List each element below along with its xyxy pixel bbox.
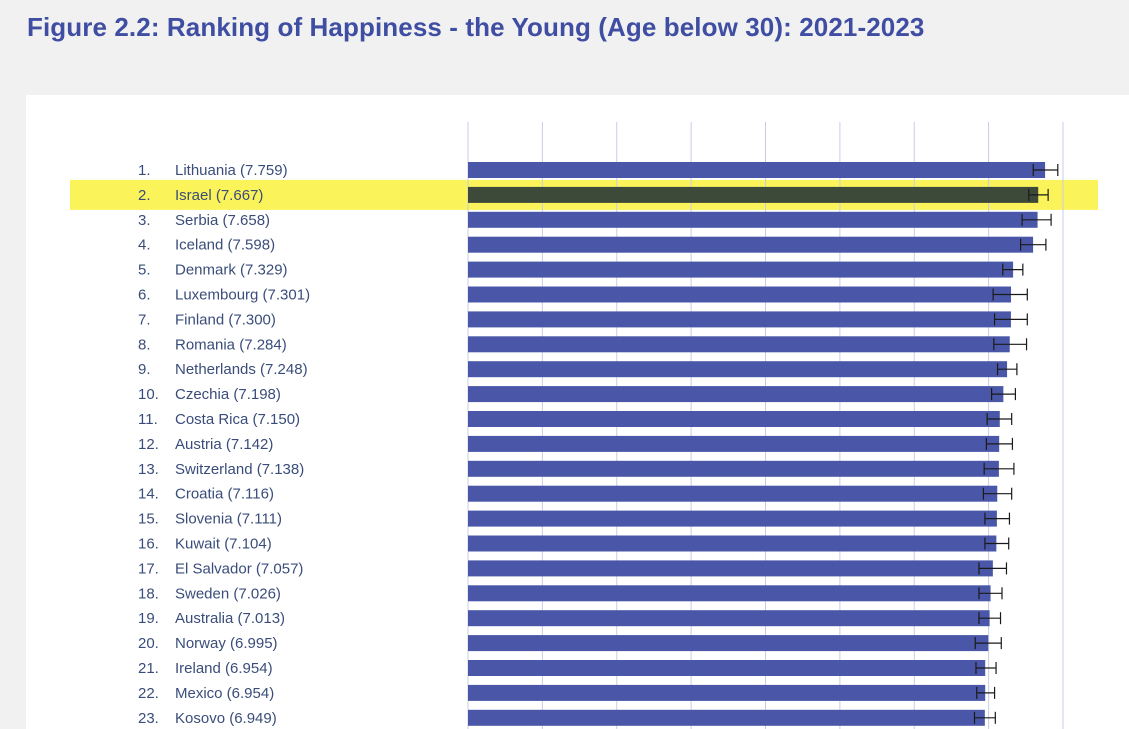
country-label: Slovenia (7.111) [175, 511, 282, 528]
bar [468, 411, 1000, 427]
country-label: Romania (7.284) [175, 336, 287, 353]
bar [468, 186, 1039, 203]
rank-label: 23. [138, 710, 159, 727]
bar [468, 560, 993, 577]
bar [468, 261, 1014, 278]
country-label: Czechia (7.198) [175, 386, 281, 403]
rank-label: 2. [138, 187, 151, 204]
bar [468, 684, 986, 701]
rank-label: 13. [138, 461, 159, 478]
rank-label: 4. [138, 237, 151, 254]
bar [468, 460, 999, 477]
rank-label: 21. [138, 660, 159, 677]
country-label: Israel (7.667) [175, 187, 263, 204]
bar [468, 660, 986, 676]
rank-label: 11. [138, 411, 158, 428]
bar [468, 510, 997, 527]
rank-label: 15. [138, 511, 159, 528]
country-label: Iceland (7.598) [175, 237, 275, 254]
rank-label: 17. [138, 560, 159, 577]
rank-label: 7. [138, 311, 151, 328]
bar [468, 236, 1034, 253]
rank-label: 8. [138, 336, 151, 353]
country-label: Australia (7.013) [175, 610, 285, 627]
bar [468, 386, 1004, 403]
figure-title: Figure 2.2: Ranking of Happiness - the Y… [27, 12, 925, 42]
country-label: Ireland (6.954) [175, 660, 273, 677]
happiness-ranking-chart: 1. Lithuania (7.759) 2. Israel (7.667) 3. Ser… [70, 122, 1098, 729]
rank-label: 12. [138, 436, 159, 453]
bar [468, 211, 1038, 228]
rank-label: 3. [138, 212, 151, 229]
bar [468, 361, 1008, 378]
bar [468, 286, 1012, 303]
country-label: Mexico (6.954) [175, 685, 274, 702]
bar [468, 610, 990, 627]
country-label: Denmark (7.329) [175, 262, 288, 279]
rank-label: 22. [138, 685, 159, 702]
country-label: El Salvador (7.057) [175, 560, 303, 577]
rank-label: 6. [138, 287, 151, 304]
bar [468, 585, 991, 602]
rank-label: 5. [138, 262, 151, 279]
country-label: Norway (6.995) [175, 635, 278, 652]
bar [468, 485, 998, 502]
country-label: Costa Rica (7.150) [175, 411, 300, 428]
rank-label: 1. [138, 162, 151, 179]
country-label: Kuwait (7.104) [175, 536, 272, 553]
rank-label: 18. [138, 585, 159, 602]
country-label: Luxembourg (7.301) [175, 287, 310, 304]
bar [468, 535, 997, 552]
country-label: Kosovo (6.949) [175, 710, 277, 727]
country-label: Netherlands (7.248) [175, 361, 308, 378]
rank-label: 16. [138, 536, 159, 553]
country-label: Croatia (7.116) [175, 486, 274, 503]
country-label: Austria (7.142) [175, 436, 273, 453]
bar [468, 311, 1011, 328]
bar [468, 336, 1010, 353]
rank-label: 19. [138, 610, 159, 627]
chart-panel: 1. Lithuania (7.759) 2. Israel (7.667) 3. Ser… [26, 95, 1129, 729]
rank-label: 10. [138, 386, 159, 403]
country-label: Switzerland (7.138) [175, 461, 304, 478]
bar [468, 162, 1046, 178]
bar [468, 635, 989, 652]
country-label: Sweden (7.026) [175, 585, 281, 602]
country-label: Finland (7.300) [175, 311, 276, 328]
rank-label: 20. [138, 635, 159, 652]
bar [468, 709, 985, 726]
country-label: Serbia (7.658) [175, 212, 270, 229]
rank-label: 14. [138, 486, 159, 503]
bar [468, 435, 1000, 452]
country-label: Lithuania (7.759) [175, 162, 288, 179]
rank-label: 9. [138, 361, 151, 378]
